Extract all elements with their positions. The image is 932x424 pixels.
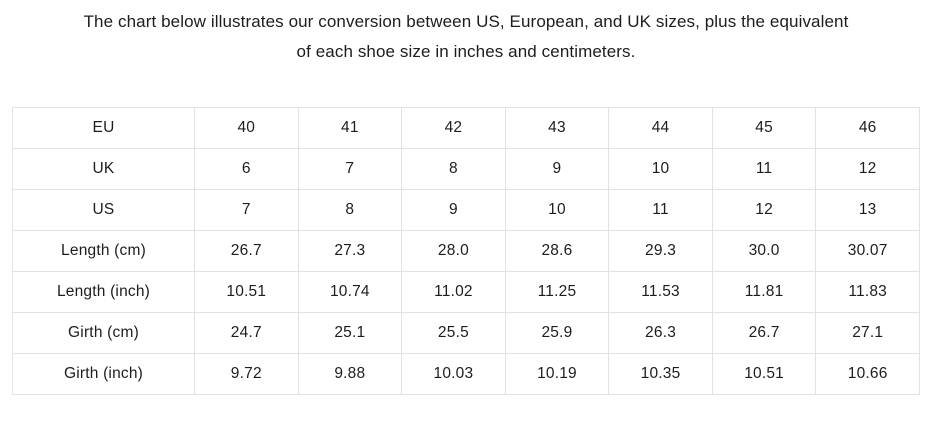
value-cell: 11.53: [608, 271, 713, 313]
value-cell: 10: [608, 148, 713, 190]
value-cell: 10.51: [194, 271, 299, 313]
row-header-cell: US: [12, 189, 195, 231]
value-cell: 25.1: [297, 312, 403, 354]
value-cell: 41: [297, 107, 403, 149]
value-cell: 30.0: [711, 230, 817, 272]
value-cell: 30.07: [815, 230, 920, 272]
size-table-body: EU 40 41 42 43 44 45 46 UK 6 7 8 9 10 11 12 US 7 8 9 10 11 12 1…: [12, 107, 920, 395]
value-cell: 10.66: [815, 353, 920, 395]
value-cell: 25.5: [401, 312, 506, 354]
value-cell: 44: [608, 107, 713, 149]
row-header-cell: Girth (inch): [12, 353, 195, 395]
page-title: The chart below illustrates our conversi…: [0, 0, 932, 67]
page-title-line-2: of each shoe size in inches and centimet…: [296, 42, 636, 61]
table-row: Girth (cm) 24.7 25.1 25.5 25.9 26.3 26.7 27.1: [12, 312, 920, 354]
table-row: Length (inch) 10.51 10.74 11.02 11.25 11.53 11…: [12, 271, 920, 313]
value-cell: 11: [711, 148, 817, 190]
table-row: EU 40 41 42 43 44 45 46: [12, 107, 920, 149]
value-cell: 11.83: [815, 271, 920, 313]
value-cell: 29.3: [608, 230, 713, 272]
value-cell: 45: [711, 107, 817, 149]
value-cell: 10.51: [711, 353, 817, 395]
value-cell: 9.72: [194, 353, 299, 395]
value-cell: 11.25: [504, 271, 610, 313]
value-cell: 27.1: [815, 312, 920, 354]
page-title-line-1: The chart below illustrates our conversi…: [83, 12, 849, 31]
value-cell: 46: [815, 107, 920, 149]
row-header-cell: Length (inch): [12, 271, 195, 313]
value-cell: 28.0: [401, 230, 506, 272]
value-cell: 43: [504, 107, 610, 149]
value-cell: 9: [504, 148, 610, 190]
value-cell: 42: [401, 107, 506, 149]
value-cell: 7: [297, 148, 403, 190]
value-cell: 24.7: [194, 312, 299, 354]
table-row: UK 6 7 8 9 10 11 12: [12, 148, 920, 190]
value-cell: 27.3: [297, 230, 403, 272]
value-cell: 7: [194, 189, 299, 231]
value-cell: 13: [815, 189, 920, 231]
value-cell: 40: [194, 107, 299, 149]
value-cell: 11: [608, 189, 713, 231]
value-cell: 10.19: [504, 353, 610, 395]
value-cell: 10.74: [297, 271, 403, 313]
table-row: Length (cm) 26.7 27.3 28.0 28.6 29.3 30.0 30.07: [12, 230, 920, 272]
value-cell: 10: [504, 189, 610, 231]
value-cell: 12: [711, 189, 817, 231]
size-conversion-table: EU 40 41 42 43 44 45 46 UK 6 7 8 9 10 11 12 US 7 8 9 10 11 12 1…: [12, 107, 920, 395]
value-cell: 25.9: [504, 312, 610, 354]
value-cell: 9: [401, 189, 506, 231]
value-cell: 11.81: [711, 271, 817, 313]
value-cell: 26.7: [711, 312, 817, 354]
value-cell: 10.35: [608, 353, 713, 395]
row-header-cell: Girth (cm): [12, 312, 195, 354]
value-cell: 9.88: [297, 353, 403, 395]
row-header-cell: EU: [12, 107, 195, 149]
value-cell: 8: [401, 148, 506, 190]
value-cell: 26.3: [608, 312, 713, 354]
value-cell: 11.02: [401, 271, 506, 313]
value-cell: 6: [194, 148, 299, 190]
value-cell: 10.03: [401, 353, 506, 395]
row-header-cell: UK: [12, 148, 195, 190]
value-cell: 26.7: [194, 230, 299, 272]
value-cell: 12: [815, 148, 920, 190]
value-cell: 28.6: [504, 230, 610, 272]
row-header-cell: Length (cm): [12, 230, 195, 272]
table-row: US 7 8 9 10 11 12 13: [12, 189, 920, 231]
table-row: Girth (inch) 9.72 9.88 10.03 10.19 10.35 10.51…: [12, 353, 920, 395]
value-cell: 8: [297, 189, 403, 231]
